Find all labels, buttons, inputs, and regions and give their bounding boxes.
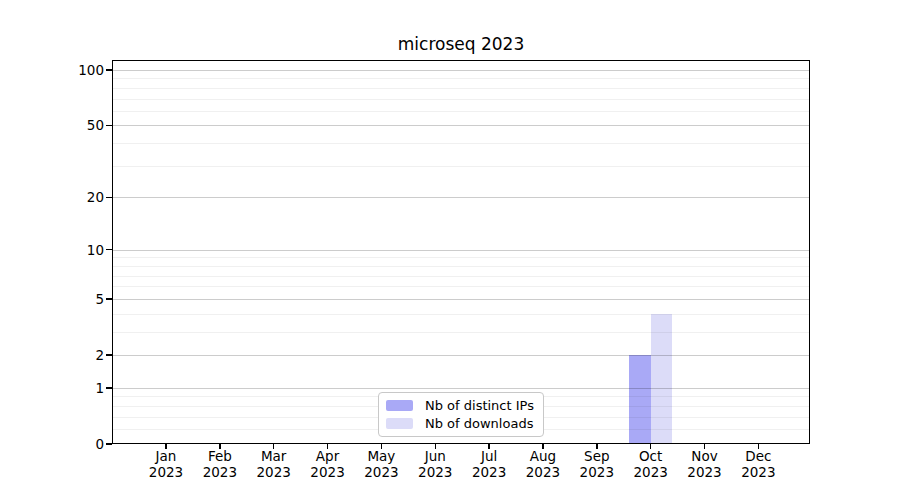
legend: Nb of distinct IPs Nb of downloads — [378, 392, 544, 437]
x-tick-label-feb: Feb2023 — [190, 448, 250, 480]
x-tick-month: Jul — [459, 448, 519, 464]
x-tick-year: 2023 — [621, 464, 681, 480]
gridline-minor — [112, 78, 810, 79]
x-tick-label-jan: Jan2023 — [136, 448, 196, 480]
x-tick-label-jun: Jun2023 — [405, 448, 465, 480]
gridline-minor — [112, 166, 810, 167]
x-tick-month: Aug — [513, 448, 573, 464]
gridline-minor — [112, 286, 810, 287]
x-tick-year: 2023 — [459, 464, 519, 480]
y-tick-mark — [106, 125, 112, 127]
gridline-major — [112, 70, 810, 71]
y-tick-label: 5 — [14, 291, 104, 307]
gridline-major — [112, 355, 810, 356]
y-tick-label: 2 — [14, 347, 104, 363]
gridline-minor — [112, 332, 810, 333]
plot-area — [112, 60, 810, 444]
x-tick-month: Apr — [298, 448, 358, 464]
y-tick-mark — [106, 197, 112, 199]
x-tick-label-dec: Dec2023 — [728, 448, 788, 480]
x-tick-year: 2023 — [675, 464, 735, 480]
x-tick-month: Sep — [567, 448, 627, 464]
x-tick-year: 2023 — [298, 464, 358, 480]
y-tick-label: 100 — [14, 62, 104, 78]
x-tick-year: 2023 — [351, 464, 411, 480]
gridline-major — [112, 250, 810, 251]
gridline-minor — [112, 143, 810, 144]
x-tick-label-may: May2023 — [351, 448, 411, 480]
legend-entry-nb-of-distinct-ips: Nb of distinct IPs — [386, 397, 534, 414]
gridline-minor — [112, 99, 810, 100]
gridline-major — [112, 125, 810, 126]
legend-entry-nb-of-downloads: Nb of downloads — [386, 415, 534, 432]
chart-title: microseq 2023 — [112, 34, 810, 54]
y-tick-label: 0 — [14, 436, 104, 452]
x-tick-year: 2023 — [567, 464, 627, 480]
y-tick-mark — [106, 354, 112, 356]
gridline-minor — [112, 111, 810, 112]
x-tick-month: Dec — [728, 448, 788, 464]
y-tick-label: 1 — [14, 380, 104, 396]
x-tick-label-aug: Aug2023 — [513, 448, 573, 480]
x-tick-label-oct: Oct2023 — [621, 448, 681, 480]
x-tick-label-mar: Mar2023 — [244, 448, 304, 480]
x-tick-month: Mar — [244, 448, 304, 464]
y-tick-label: 10 — [14, 242, 104, 258]
y-tick-label: 20 — [14, 189, 104, 205]
gridline-major — [112, 388, 810, 389]
gridline-minor — [112, 276, 810, 277]
x-tick-month: Nov — [675, 448, 735, 464]
x-tick-year: 2023 — [136, 464, 196, 480]
x-tick-year: 2023 — [728, 464, 788, 480]
gridline-minor — [112, 257, 810, 258]
gridline-minor — [112, 266, 810, 267]
y-tick-mark — [106, 69, 112, 71]
y-tick-mark — [106, 298, 112, 300]
x-tick-month: Feb — [190, 448, 250, 464]
x-tick-year: 2023 — [513, 464, 573, 480]
gridline-minor — [112, 88, 810, 89]
x-tick-month: May — [351, 448, 411, 464]
gridline-major — [112, 299, 810, 300]
x-tick-year: 2023 — [190, 464, 250, 480]
legend-label: Nb of downloads — [425, 416, 533, 431]
x-tick-month: Jan — [136, 448, 196, 464]
x-tick-month: Oct — [621, 448, 681, 464]
y-tick-label: 50 — [14, 117, 104, 133]
x-tick-label-jul: Jul2023 — [459, 448, 519, 480]
y-tick-mark — [106, 443, 112, 445]
legend-swatch-nb-of-distinct-ips — [386, 400, 413, 411]
x-tick-month: Jun — [405, 448, 465, 464]
x-tick-label-nov: Nov2023 — [675, 448, 735, 480]
gridline-major — [112, 197, 810, 198]
chart-canvas: microseq 2023 1005020105210 Jan2023Feb20… — [0, 0, 900, 500]
x-tick-label-sep: Sep2023 — [567, 448, 627, 480]
y-tick-mark — [106, 249, 112, 251]
x-tick-year: 2023 — [244, 464, 304, 480]
legend-label: Nb of distinct IPs — [425, 398, 534, 413]
y-tick-mark — [106, 387, 112, 389]
gridline-minor — [112, 314, 810, 315]
x-tick-label-apr: Apr2023 — [298, 448, 358, 480]
x-tick-year: 2023 — [405, 464, 465, 480]
legend-swatch-nb-of-downloads — [386, 418, 413, 429]
grid-layer — [112, 60, 810, 444]
